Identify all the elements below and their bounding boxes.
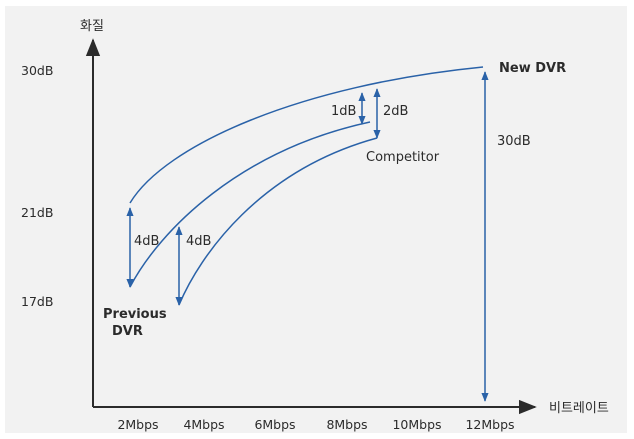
series-line-competitor [129,121,371,288]
y-tick-label: 21dB [21,205,53,220]
y-tick-label: 30dB [21,63,53,78]
annotation-label: 4dB [186,234,211,249]
x-tick-label: 4Mbps [183,417,224,432]
x-axis-title: 비트레이트 [549,401,609,416]
x-tick-label: 6Mbps [254,417,295,432]
annotation-label: 1dB [331,104,356,119]
y-axis-title: 화질 [80,19,104,34]
y-tick-label: 17dB [21,294,53,309]
series-label-previous-dvr-line2: DVR [112,324,143,339]
series-line-previous-dvr [178,137,378,306]
series-label-previous-dvr: Previous [103,307,167,322]
series-line-new-dvr [129,66,484,204]
x-tick-label: 2Mbps [117,417,158,432]
annotation-label: 30dB [497,134,531,149]
series-label-competitor: Competitor [366,150,440,165]
chart-panel [5,6,627,433]
annotation-label: 4dB [134,234,159,249]
annotation-label: 2dB [383,104,408,119]
x-tick-label: 12Mbps [465,417,514,432]
series-label-new-dvr: New DVR [499,61,566,76]
x-tick-label: 10Mbps [392,417,441,432]
x-tick-label: 8Mbps [326,417,367,432]
